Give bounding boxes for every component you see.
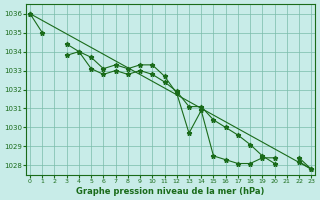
X-axis label: Graphe pression niveau de la mer (hPa): Graphe pression niveau de la mer (hPa) [76,187,265,196]
